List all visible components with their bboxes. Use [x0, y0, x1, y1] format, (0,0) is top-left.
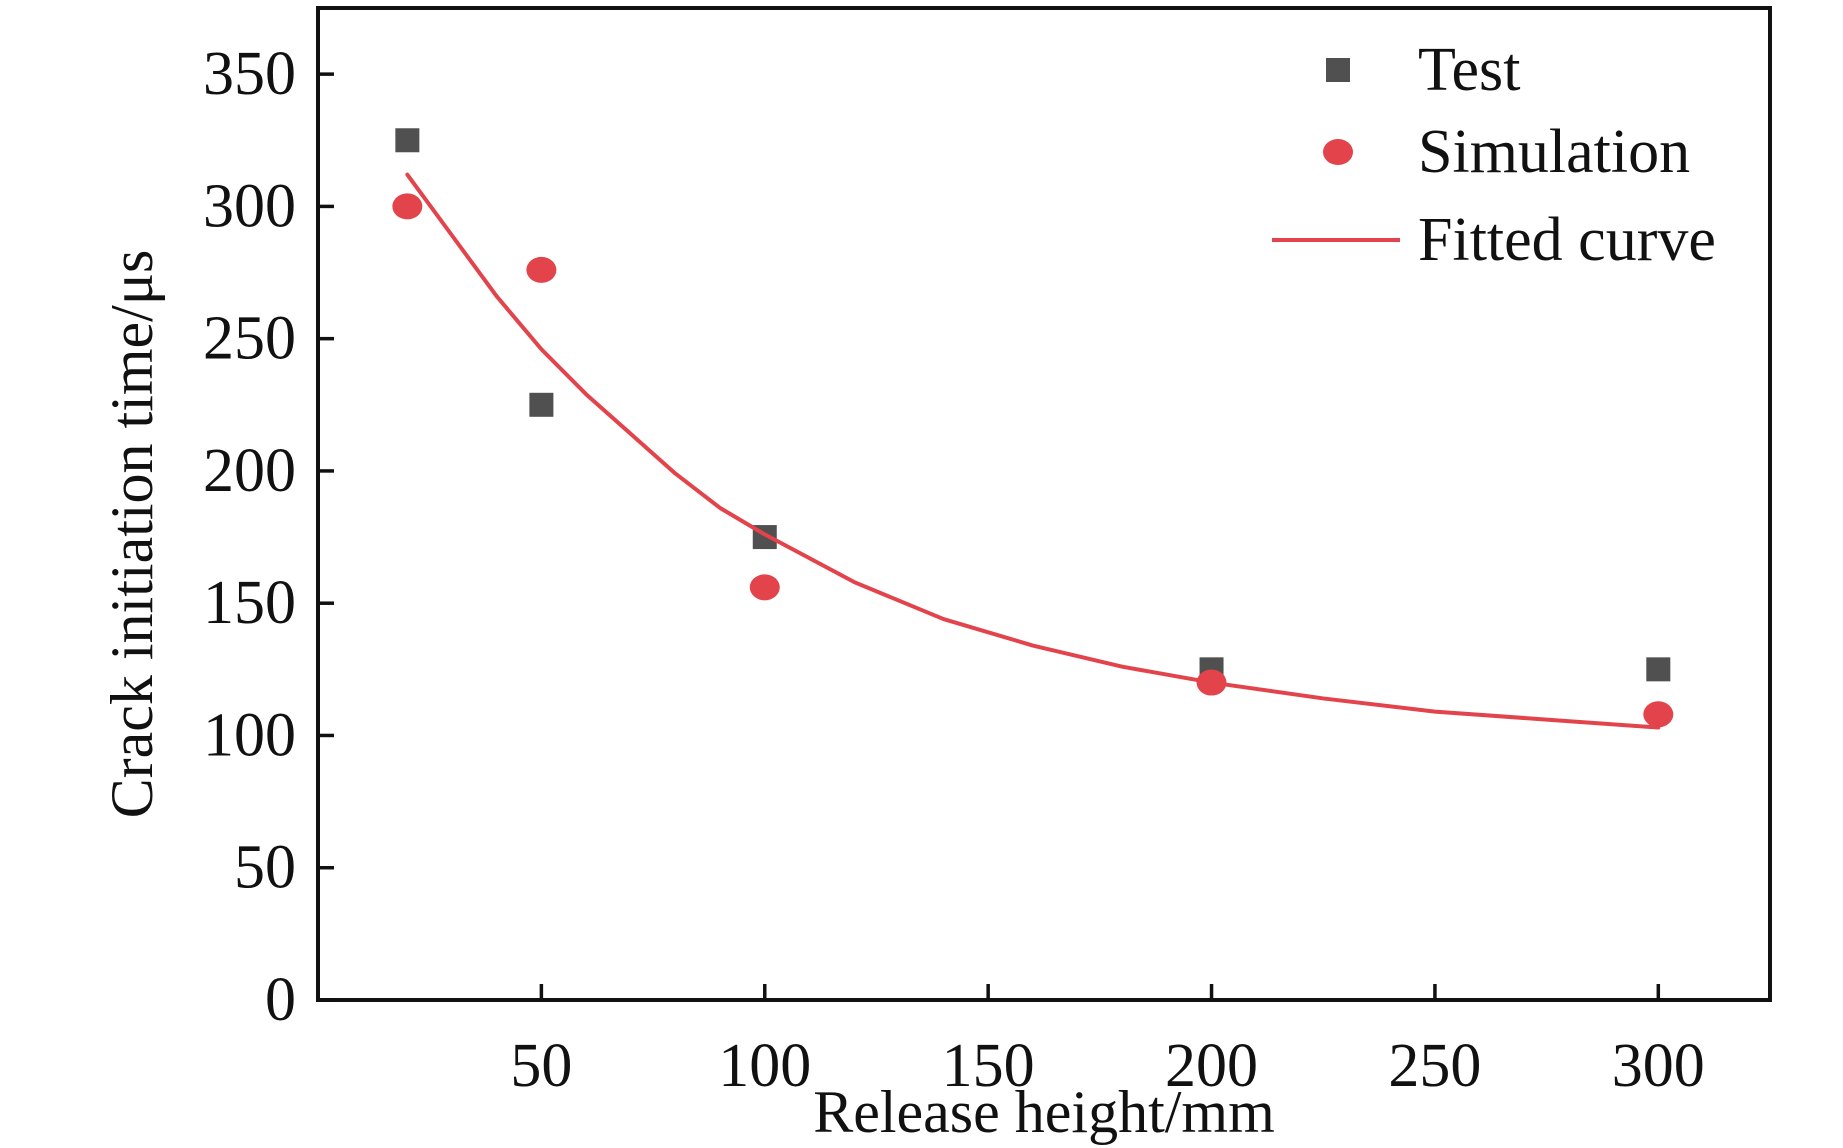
legend-item-fitted-curve: Fitted curve	[1272, 206, 1716, 274]
simulation-point	[749, 574, 780, 601]
x-tick-label: 300	[1612, 1032, 1705, 1100]
legend-item-test: Test	[1326, 36, 1520, 104]
y-axis-title: Crack initiation time/μs	[99, 250, 165, 819]
x-tick-label: 50	[510, 1032, 572, 1100]
legend-label: Test	[1418, 36, 1520, 104]
x-tick-label: 100	[718, 1032, 811, 1100]
series-test	[395, 128, 1671, 682]
y-tick-label: 250	[203, 305, 296, 373]
y-tick-label: 300	[203, 172, 296, 240]
x-tick-label: 250	[1388, 1032, 1481, 1100]
y-tick-label: 350	[203, 40, 296, 108]
test-point	[395, 128, 420, 153]
y-tick-label: 50	[234, 834, 296, 902]
simulation-point	[526, 256, 557, 283]
legend-circle-marker	[1323, 139, 1353, 165]
y-axis: 0 50 100 150 200 250 300 350	[203, 40, 334, 1034]
y-tick-label: 200	[203, 437, 296, 505]
x-tick-label: 200	[1165, 1032, 1258, 1100]
test-point	[1646, 657, 1671, 682]
x-axis-title: Release height/mm	[813, 1079, 1275, 1145]
legend: Test Simulation Fitted curve	[1272, 36, 1716, 274]
legend-label: Simulation	[1418, 118, 1690, 186]
simulation-point	[1643, 701, 1674, 728]
y-tick-label: 150	[203, 569, 296, 637]
y-tick-label: 100	[203, 701, 296, 769]
legend-item-simulation: Simulation	[1323, 118, 1690, 186]
legend-square-marker	[1326, 58, 1350, 82]
fitted-curve-line	[405, 172, 1661, 730]
series-fitted-curve	[405, 172, 1661, 730]
test-point	[529, 392, 554, 417]
legend-label: Fitted curve	[1418, 206, 1716, 274]
data-series	[392, 128, 1674, 730]
x-axis: 50 100 150 200 250 300	[510, 984, 1705, 1100]
simulation-point	[392, 193, 423, 220]
plot-frame	[316, 6, 1772, 1002]
y-tick-label: 0	[265, 966, 296, 1034]
plot-border	[316, 6, 1772, 1002]
x-tick-label: 150	[942, 1032, 1035, 1100]
